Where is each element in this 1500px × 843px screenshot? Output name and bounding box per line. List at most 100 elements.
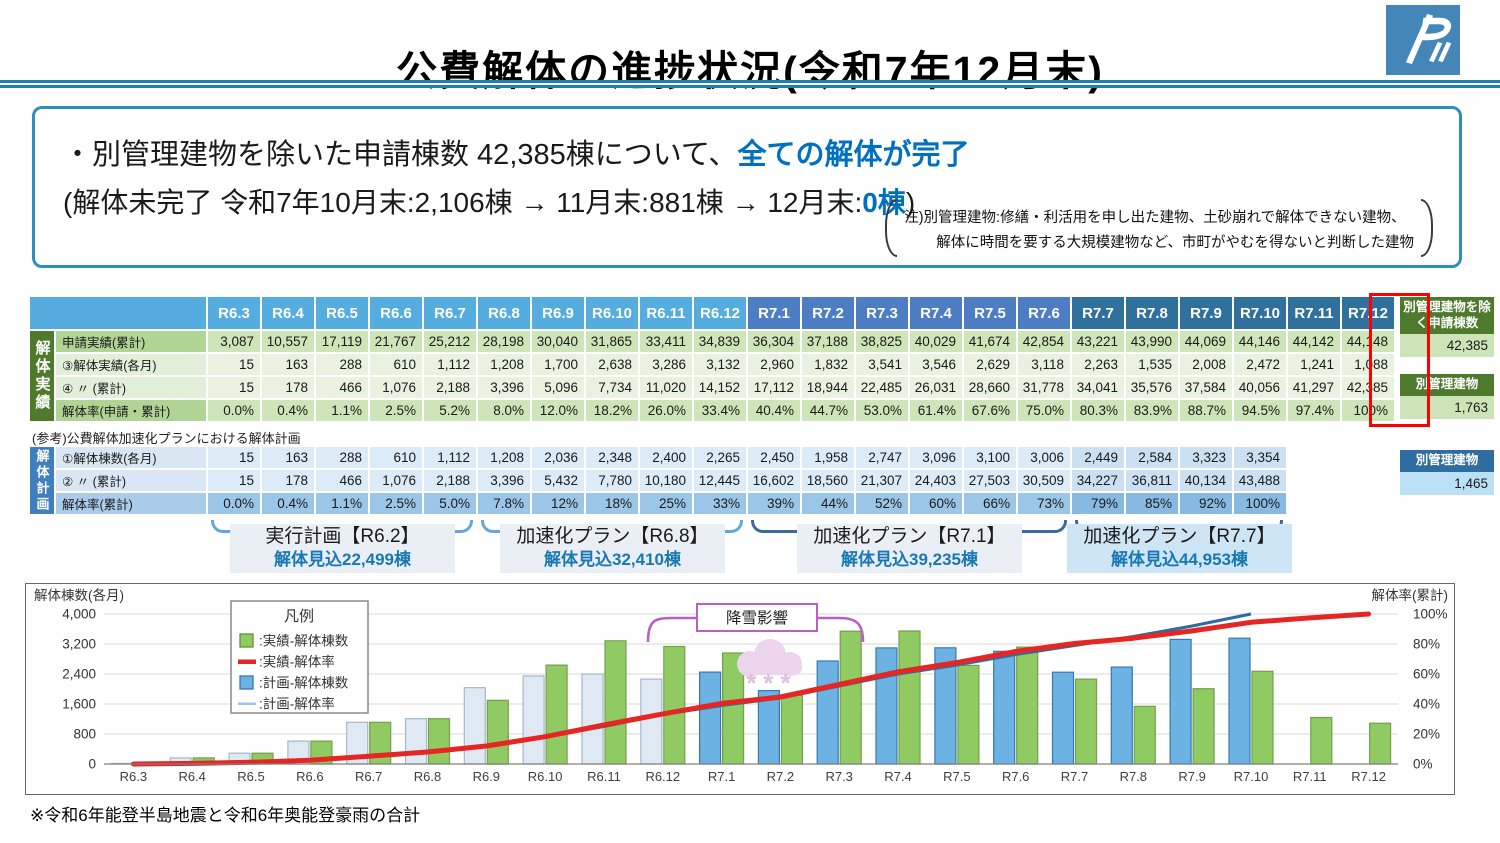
actual-value: 1,535	[1126, 354, 1180, 377]
plan-bar	[993, 650, 1016, 765]
plan-value: 3,396	[478, 470, 532, 493]
actual-bar	[486, 699, 509, 765]
plan-value: 3,100	[964, 447, 1018, 470]
plan-value: 21,307	[856, 470, 910, 493]
actual-value: 38,825	[856, 331, 910, 354]
legend-label-3: :計画-解体率	[259, 696, 335, 712]
actual-value: 2,629	[964, 354, 1018, 377]
x-axis-label: R6.8	[414, 769, 441, 784]
plan-value	[1288, 493, 1342, 516]
note-paren-left	[885, 199, 898, 257]
row-label: ② 〃 (累計)	[56, 470, 208, 493]
actual-bar	[663, 645, 686, 765]
x-axis-label: R7.7	[1061, 769, 1088, 784]
actual-value: 8.0%	[478, 400, 532, 423]
x-axis-label: R7.10	[1234, 769, 1269, 784]
actual-value: 7,734	[586, 377, 640, 400]
actual-value: 34,041	[1072, 377, 1126, 400]
actual-value: 43,221	[1072, 331, 1126, 354]
actual-value: 94.5%	[1234, 400, 1288, 423]
right-axis-tick: 100%	[1413, 607, 1448, 622]
plan-value: 0.4%	[262, 493, 316, 516]
actual-value: 28,198	[478, 331, 532, 354]
actual-bar	[1310, 716, 1333, 765]
legend-label-2: :計画-解体棟数	[259, 676, 349, 691]
x-axis-label: R6.12	[645, 769, 680, 784]
plan-value: 3,323	[1180, 447, 1234, 470]
plan-value: 2,036	[532, 447, 586, 470]
plan-value: 36,811	[1126, 470, 1180, 493]
left-axis-tick: 0	[88, 757, 96, 772]
actual-value: 41,674	[964, 331, 1018, 354]
actual-value: 43,990	[1126, 331, 1180, 354]
plan-table-caption: (参考)公費解体加速化プランにおける解体計画	[32, 431, 301, 446]
side-box-3: 別管理建物 1,465	[1400, 450, 1494, 495]
month-header: R6.8	[478, 297, 532, 331]
plan-value: 12,445	[694, 470, 748, 493]
plan-bar	[1228, 637, 1251, 765]
plan-value: 2,348	[586, 447, 640, 470]
x-axis-label: R6.4	[178, 769, 205, 784]
plan-value: 7,780	[586, 470, 640, 493]
right-axis-tick: 0%	[1413, 757, 1433, 772]
actual-value: 25,212	[424, 331, 478, 354]
x-axis-label: R7.1	[708, 769, 735, 784]
legend-marker-2	[239, 675, 254, 690]
actual-value: 22,485	[856, 377, 910, 400]
month-header: R7.8	[1126, 297, 1180, 331]
actual-bar	[957, 664, 980, 765]
plan-value: 0.0%	[208, 493, 262, 516]
actual-value: 466	[316, 377, 370, 400]
actual-value: 3,118	[1018, 354, 1072, 377]
plan-value: 34,227	[1072, 470, 1126, 493]
actual-value: 26.0%	[640, 400, 694, 423]
month-header: R7.4	[910, 297, 964, 331]
note-line2: 解体に時間を要する大規模建物など、市町がやむを得ないと判断した建物	[936, 235, 1414, 252]
plan-table: 解体計画 ①解体棟数(各月) 15 163 288 610 1,112 1,208 2,036 2…	[30, 447, 1396, 516]
x-axis-label: R7.3	[825, 769, 852, 784]
plan-value: 73%	[1018, 493, 1072, 516]
actual-bar	[604, 640, 627, 765]
right-axis-tick: 80%	[1413, 637, 1440, 652]
plan-group-label: 解体計画	[30, 447, 56, 516]
plan-value: 79%	[1072, 493, 1126, 516]
actual-value: 26,031	[910, 377, 964, 400]
actual-bar	[1133, 705, 1156, 765]
plan-value: 85%	[1126, 493, 1180, 516]
actual-value: 1,700	[532, 354, 586, 377]
actual-bar	[1368, 722, 1392, 765]
left-axis-tick: 1,600	[62, 697, 96, 712]
plan-value: 52%	[856, 493, 910, 516]
plan-value: 33%	[694, 493, 748, 516]
actual-value: 28,660	[964, 377, 1018, 400]
actual-value: 33,411	[640, 331, 694, 354]
actual-value: 40,029	[910, 331, 964, 354]
month-header: R7.1	[748, 297, 802, 331]
actual-value: 97.4%	[1288, 400, 1342, 423]
row-label: 解体率(累計)	[56, 493, 208, 516]
plan-bar	[875, 647, 898, 765]
actual-value: 88.7%	[1180, 400, 1234, 423]
actual-results-table: R6.3 R6.4 R6.5 R6.6 R6.7 R6.8 R6.9 R6.10 R6.11 R6…	[30, 297, 1396, 423]
x-axis-label: R6.3	[120, 769, 147, 784]
x-axis-label: R7.9	[1178, 769, 1205, 784]
plan-value: 2,265	[694, 447, 748, 470]
actual-bar	[1016, 646, 1039, 765]
actual-value: 3,087	[208, 331, 262, 354]
phase-estimate: 解体見込39,235棟	[841, 549, 978, 569]
actual-value: 40,056	[1234, 377, 1288, 400]
plan-value: 40,134	[1180, 470, 1234, 493]
actual-value: 34,839	[694, 331, 748, 354]
actual-value: 5,096	[532, 377, 586, 400]
actual-value: 14,152	[694, 377, 748, 400]
plan-value: 43,488	[1234, 470, 1288, 493]
actual-value: 17,119	[316, 331, 370, 354]
plan-value	[1288, 447, 1342, 470]
actual-rate-line	[130, 611, 1372, 767]
side-box-title: 別管理建物	[1400, 450, 1494, 472]
side-box-1: 別管理建物を除く申請棟数 42,385	[1400, 297, 1494, 358]
plan-bar	[698, 671, 722, 765]
month-header: R7.6	[1018, 297, 1072, 331]
plan-value: 15	[208, 447, 262, 470]
x-axis-label: R7.12	[1351, 769, 1386, 784]
